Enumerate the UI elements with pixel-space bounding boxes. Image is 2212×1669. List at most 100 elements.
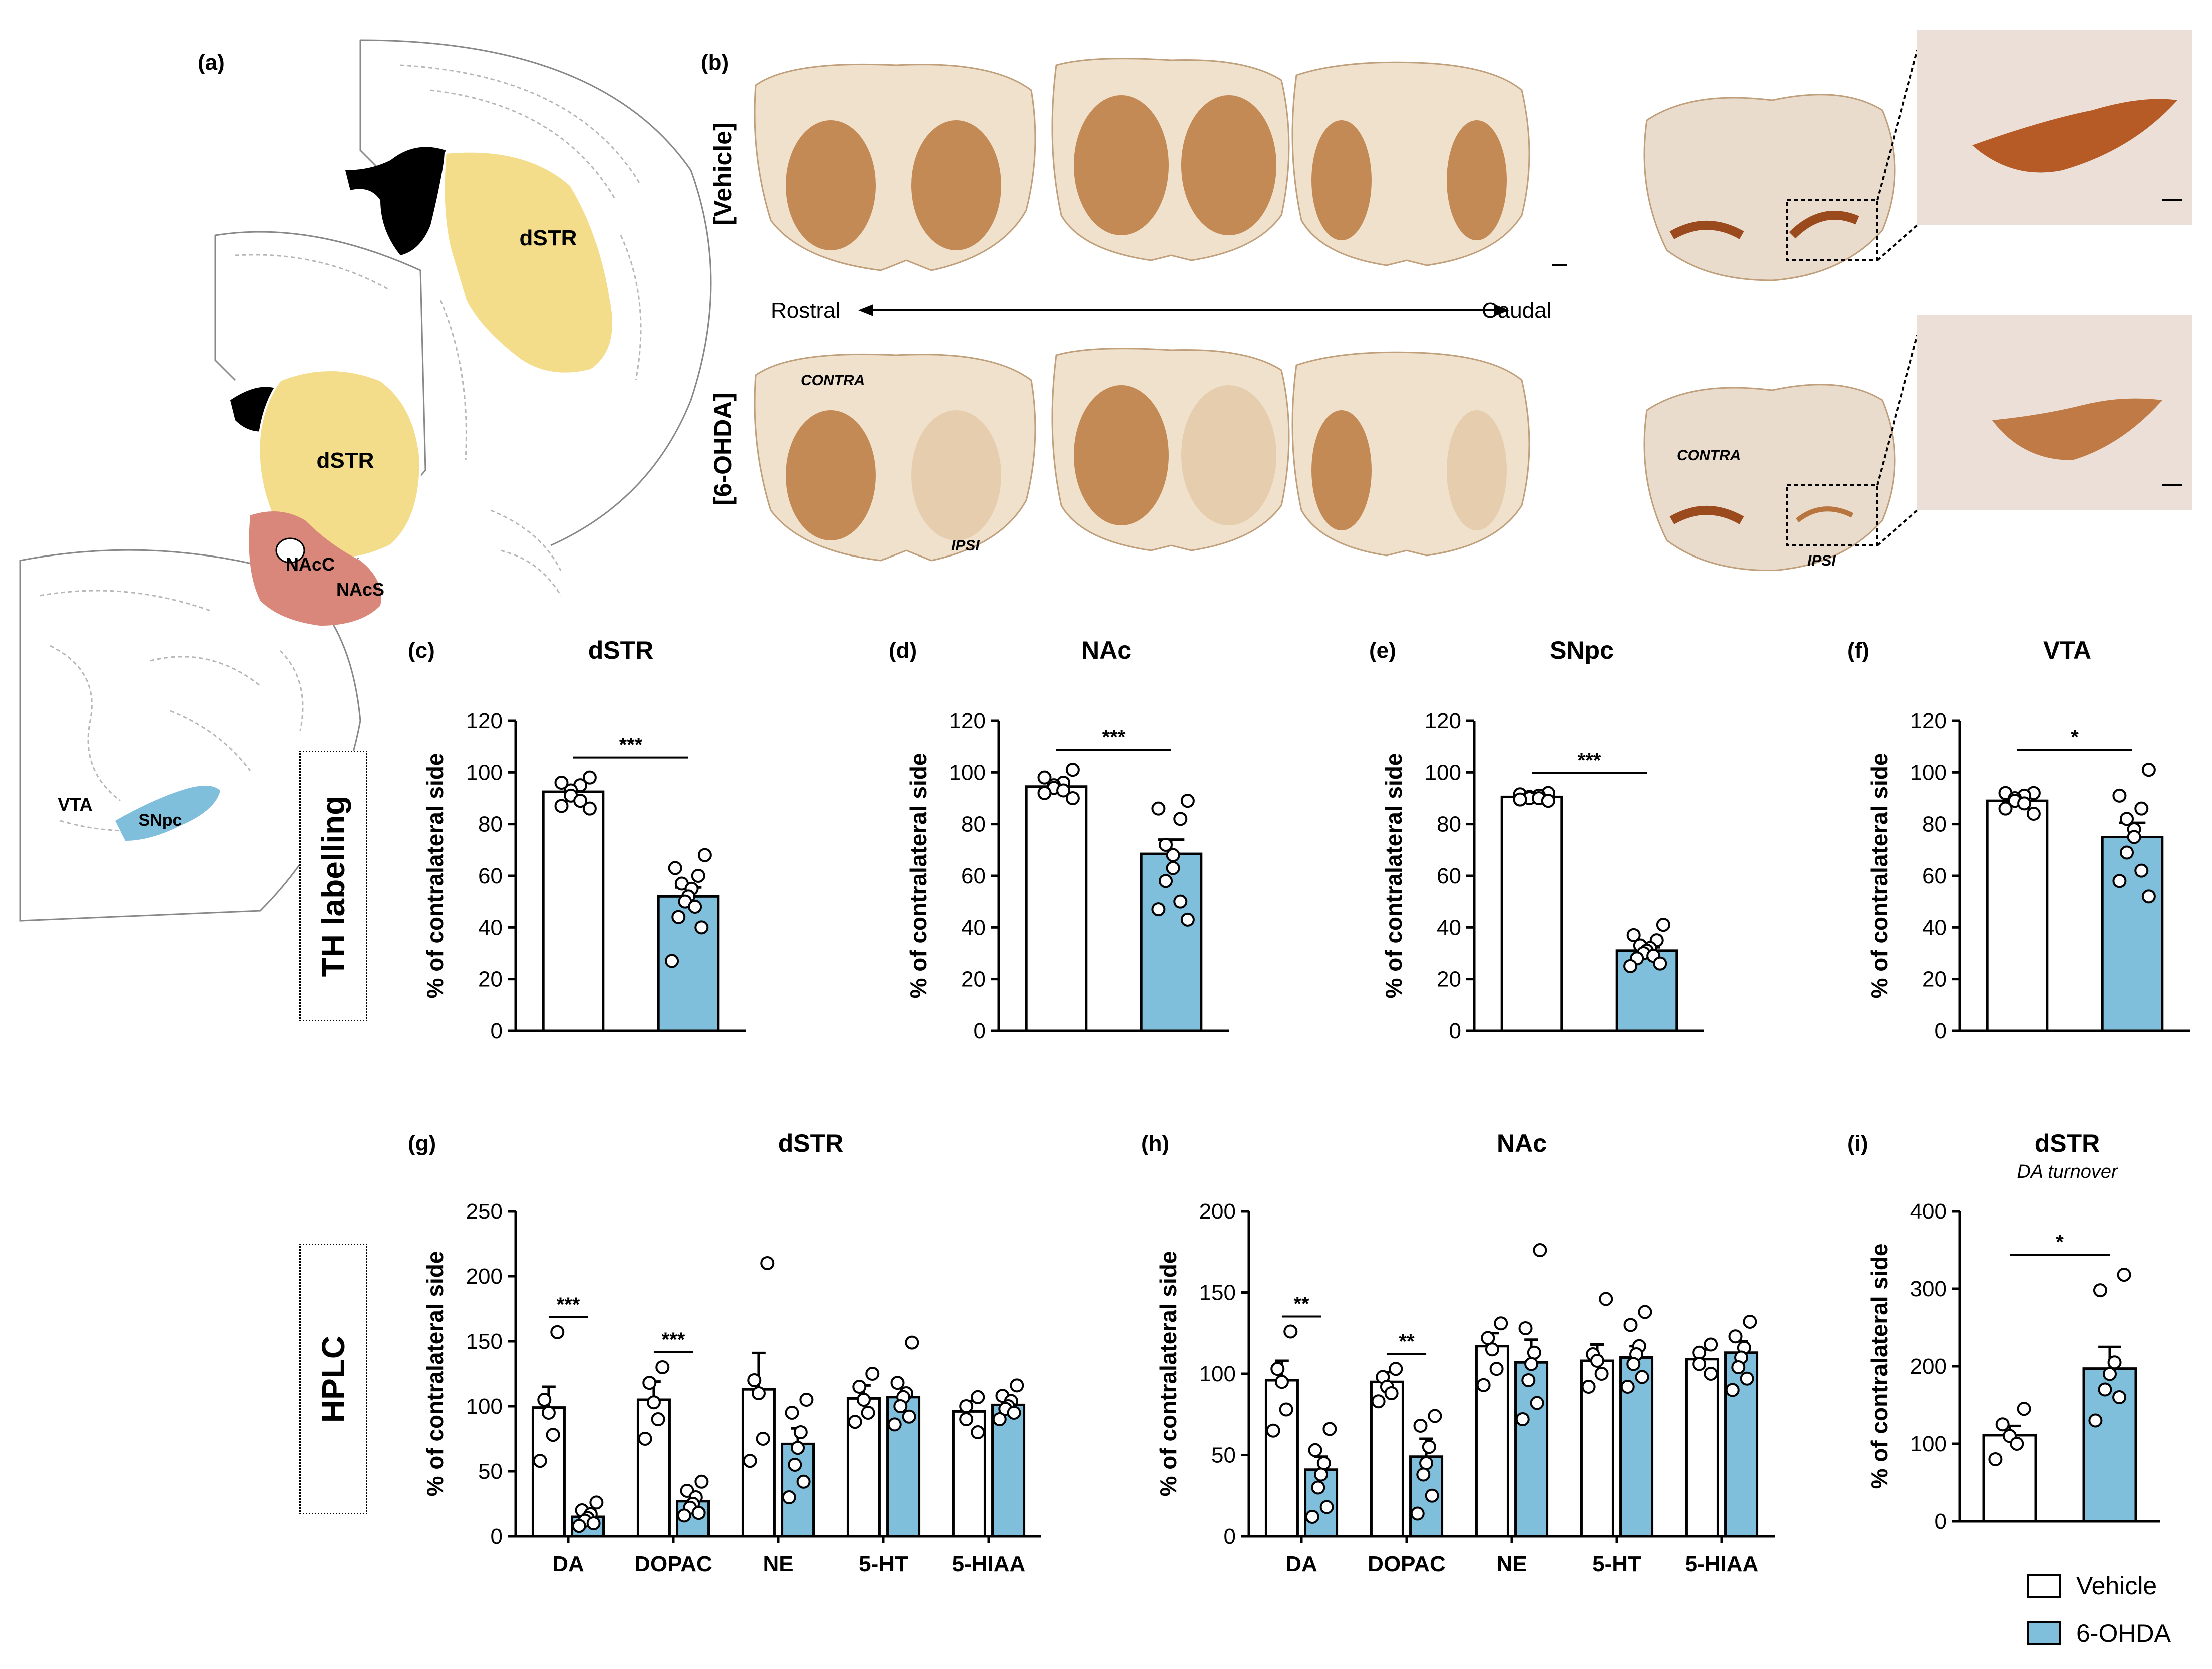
rostral-label: Rostral xyxy=(771,298,840,323)
chart-h-title: NAc xyxy=(1496,1129,1547,1157)
x-category-label: NE xyxy=(1496,1552,1527,1576)
y-tick-label: 150 xyxy=(1199,1281,1236,1305)
bar-vehicle xyxy=(1685,1358,1719,1538)
chart-g-dstr-hplc: 0 50 100 150 200 250 % of contralateral side DA… xyxy=(422,1199,1041,1576)
data-point-6ohda xyxy=(1743,1315,1757,1329)
x-category-label: 5-HT xyxy=(1592,1552,1641,1576)
ipsi-label-2: IPSI xyxy=(1807,552,1836,569)
bar-vehicle xyxy=(1025,785,1088,1032)
y-tick-label: 0 xyxy=(1449,1019,1461,1043)
row-label-vehicle: [Vehicle] xyxy=(709,122,737,225)
data-point-6ohda xyxy=(2134,801,2149,816)
data-point-6ohda xyxy=(902,1409,916,1424)
y-tick-label: 0 xyxy=(491,1019,503,1043)
data-point-6ohda xyxy=(992,1412,1007,1426)
data-point-6ohda xyxy=(1151,902,1166,917)
zoom-inset-6ohda xyxy=(1917,315,2192,510)
data-point-vehicle xyxy=(1481,1331,1495,1345)
data-point-vehicle xyxy=(1037,786,1052,800)
chart-c-title: dSTR xyxy=(588,636,654,664)
y-tick-label: 80 xyxy=(961,812,986,837)
contra-label-2: CONTRA xyxy=(1677,447,1741,464)
y-tick-label: 120 xyxy=(949,709,986,733)
data-point-vehicle xyxy=(1581,1380,1596,1394)
data-point-6ohda xyxy=(1166,848,1180,862)
data-point-6ohda xyxy=(1173,894,1188,909)
y-tick-label: 20 xyxy=(961,967,986,992)
atlas-dstr-label-2: dSTR xyxy=(317,448,374,473)
data-point-vehicle xyxy=(1037,770,1052,785)
data-point-6ohda xyxy=(791,1441,805,1455)
y-tick-label: 80 xyxy=(478,812,503,837)
data-point-vehicle xyxy=(1988,1452,2003,1466)
chart-f-title: VTA xyxy=(2043,636,2092,664)
data-point-vehicle xyxy=(743,1454,757,1468)
x-category-label: 5-HT xyxy=(859,1552,908,1576)
significance-label: ** xyxy=(1293,1293,1309,1315)
data-point-vehicle xyxy=(1389,1362,1403,1376)
chart-i-subtitle: DA turnover xyxy=(2017,1161,2118,1182)
data-point-vehicle xyxy=(638,1432,652,1446)
data-point-6ohda xyxy=(1322,1422,1337,1436)
data-point-6ohda xyxy=(1422,1440,1436,1454)
data-point-6ohda xyxy=(796,1474,811,1489)
midbrain-vehicle xyxy=(1643,50,1918,281)
data-point-6ohda xyxy=(890,1376,905,1390)
bar-vehicle xyxy=(1982,1434,2037,1523)
y-tick-label: 40 xyxy=(961,915,986,940)
y-tick-label: 20 xyxy=(1437,967,1461,992)
data-point-vehicle xyxy=(1692,1357,1707,1371)
caudal-label: Caudal xyxy=(1482,298,1551,323)
chart-d-title: NAc xyxy=(1081,636,1132,664)
x-category-label: DA xyxy=(1285,1552,1317,1576)
data-point-vehicle xyxy=(1384,1386,1399,1400)
data-point-6ohda xyxy=(1319,1500,1334,1514)
data-point-6ohda xyxy=(668,861,682,875)
data-point-6ohda xyxy=(1305,1510,1319,1524)
data-point-6ohda xyxy=(2088,1413,2103,1428)
data-point-vehicle xyxy=(1065,791,1080,805)
y-tick-label: 50 xyxy=(478,1459,503,1484)
data-point-6ohda xyxy=(1180,912,1195,927)
y-tick-label: 0 xyxy=(1935,1019,1947,1043)
data-point-6ohda xyxy=(1623,959,1638,973)
chart-c-dstr: 0 20 40 60 80 100 120 % of contralateral side **… xyxy=(422,709,746,1043)
data-point-6ohda xyxy=(1428,1409,1442,1423)
data-point-6ohda xyxy=(785,1406,799,1420)
data-point-6ohda xyxy=(1166,861,1180,875)
data-point-6ohda xyxy=(1410,1506,1425,1521)
significance-label: *** xyxy=(619,734,643,756)
data-point-vehicle xyxy=(1692,1345,1707,1360)
data-point-6ohda xyxy=(665,954,679,968)
data-point-6ohda xyxy=(2120,845,2134,860)
data-point-6ohda xyxy=(1728,1329,1743,1344)
data-point-6ohda xyxy=(2127,830,2141,844)
data-point-6ohda xyxy=(2112,1390,2127,1404)
x-category-label: DA xyxy=(552,1552,584,1576)
data-point-6ohda xyxy=(1731,1360,1746,1374)
data-point-6ohda xyxy=(1180,794,1195,808)
x-category-label: 5-HIAA xyxy=(952,1552,1026,1576)
data-point-vehicle xyxy=(642,1376,657,1390)
data-point-6ohda xyxy=(2107,1355,2122,1370)
y-tick-label: 200 xyxy=(1199,1199,1236,1224)
hplc-box: HPLC xyxy=(299,1244,367,1514)
data-point-6ohda xyxy=(905,1335,919,1350)
data-point-6ohda xyxy=(1653,956,1667,971)
y-tick-label: 100 xyxy=(949,760,986,785)
data-point-6ohda xyxy=(1159,838,1173,852)
data-point-6ohda xyxy=(782,1490,796,1504)
data-point-6ohda xyxy=(2120,812,2134,826)
data-point-6ohda xyxy=(1311,1480,1325,1495)
data-point-6ohda xyxy=(586,1516,601,1530)
x-category-label: DOPAC xyxy=(634,1552,712,1576)
data-point-6ohda xyxy=(1623,1318,1638,1332)
data-point-vehicle xyxy=(856,1393,871,1407)
bar-vehicle xyxy=(1986,799,2049,1032)
data-point-6ohda xyxy=(1515,1412,1530,1426)
y-tick-label: 120 xyxy=(466,709,503,733)
data-point-6ohda xyxy=(1656,918,1670,932)
significance-label: *** xyxy=(1578,750,1601,772)
data-point-6ohda xyxy=(799,1393,814,1407)
contra-label-1: CONTRA xyxy=(801,372,865,389)
